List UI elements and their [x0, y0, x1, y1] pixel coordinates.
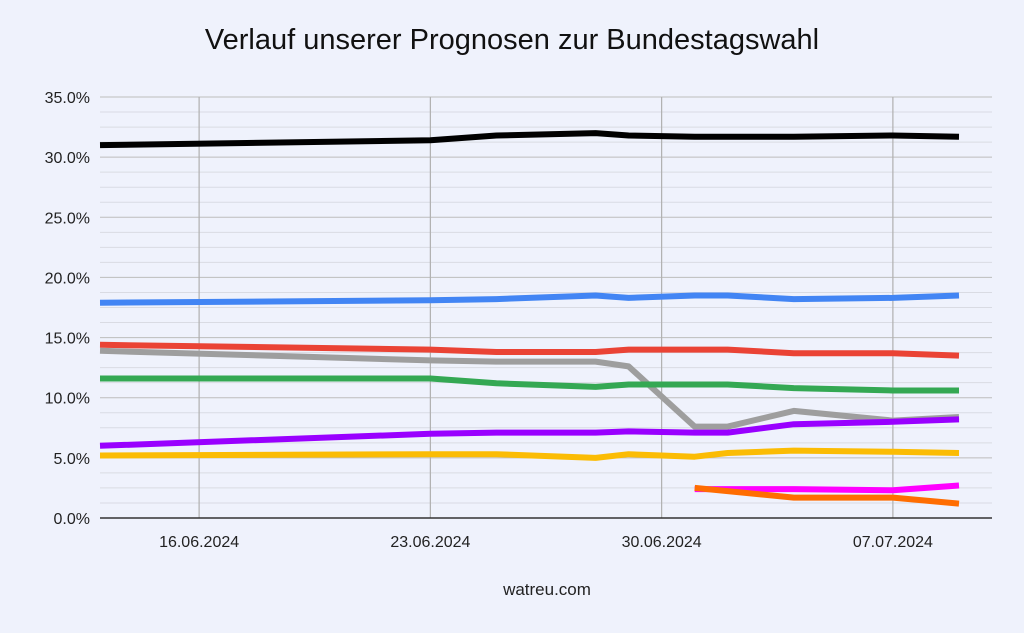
y-tick-label: 5.0% [54, 451, 90, 468]
series-line-purple [99, 416, 960, 449]
y-tick-label: 10.0% [45, 391, 90, 408]
y-tick-label: 20.0% [45, 270, 90, 287]
source-footer: watreu.com [503, 580, 591, 599]
vertical-gridlines [198, 97, 894, 518]
chart-title: Verlauf unserer Prognosen zur Bundestags… [204, 24, 820, 56]
series-line-blue [99, 292, 960, 306]
series-line-magenta [694, 482, 960, 494]
series-line-grey [99, 347, 960, 430]
series-line-yellow [99, 447, 960, 461]
series-line-orange [694, 484, 960, 507]
y-axis-ticks: 0.0% 5.0% 10.0% 15.0% 20.0% 25.0% 30.0% 35.0% [45, 90, 90, 528]
x-tick-label: 16.06.2024 [159, 534, 239, 551]
series-line-green [100, 375, 959, 394]
y-tick-label: 35.0% [45, 90, 90, 107]
x-tick-label: 23.06.2024 [390, 534, 470, 551]
series-line-red [99, 341, 960, 359]
y-tick-label: 25.0% [45, 210, 90, 227]
x-axis-ticks: 16.06.2024 23.06.2024 30.06.2024 07.07.2024 [159, 534, 933, 551]
major-gridlines [100, 96, 992, 459]
y-tick-label: 15.0% [45, 331, 90, 348]
minor-gridlines [100, 111, 992, 504]
x-tick-label: 30.06.2024 [622, 534, 702, 551]
series-line-black [99, 130, 960, 149]
y-tick-label: 0.0% [54, 511, 90, 528]
x-tick-label: 07.07.2024 [853, 534, 933, 551]
y-tick-label: 30.0% [45, 150, 90, 167]
series-lines [99, 130, 960, 507]
